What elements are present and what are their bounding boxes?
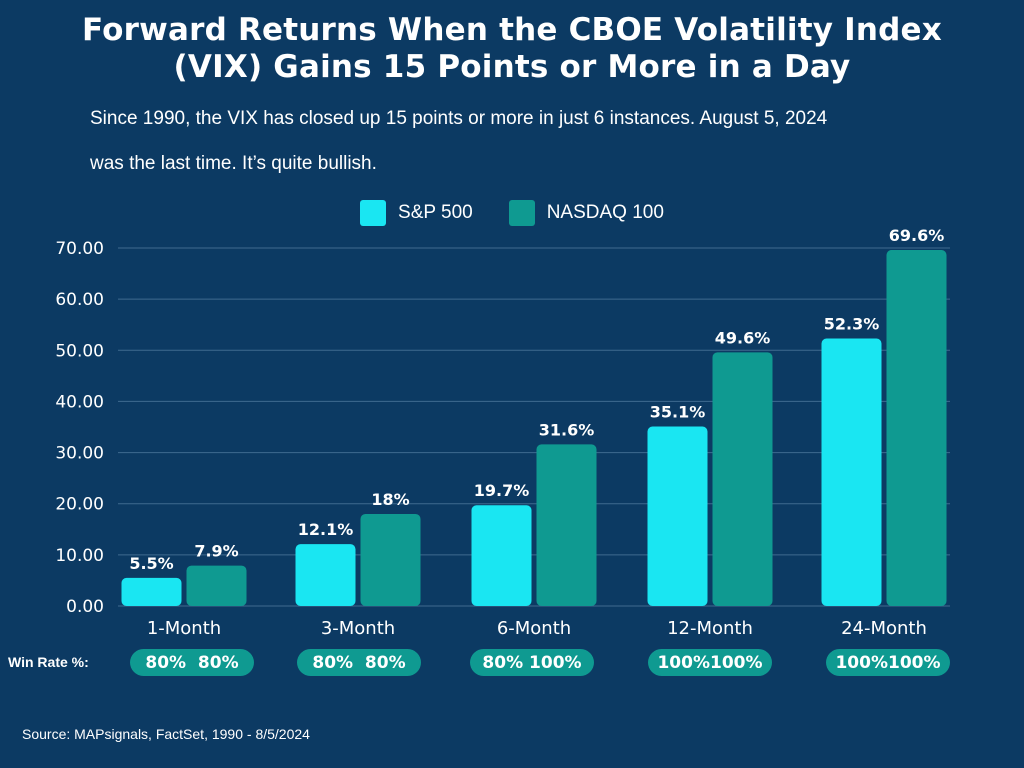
title-line-1: Forward Returns When the CBOE Volatility… [82,12,942,48]
bar-sp500 [821,338,882,606]
x-tick-label: 12-Month [667,618,753,639]
chart-subtitle: Since 1990, the VIX has closed up 15 poi… [90,96,940,186]
bar-nasdaq [186,565,247,606]
legend: S&P 500 NASDAQ 100 [0,200,1024,226]
legend-label-nasdaq: NASDAQ 100 [546,202,664,223]
subtitle-line-1: Since 1990, the VIX has closed up 15 poi… [90,108,828,129]
bar-nasdaq [360,513,421,606]
data-label: 19.7% [474,481,530,500]
y-tick-label: 10.00 [55,546,104,566]
chart-title: Forward Returns When the CBOE Volatility… [0,12,1024,86]
bar-nasdaq [886,250,947,606]
y-tick-label: 70.00 [55,239,104,259]
y-tick-label: 40.00 [55,392,104,412]
legend-swatch-nasdaq [508,200,535,226]
subtitle-line-2: was the last time. It’s quite bullish. [90,153,377,174]
bar-sp500 [121,577,182,606]
title-line-2: (VIX) Gains 15 Points or More in a Day [173,49,851,85]
source-note: Source: MAPsignals, FactSet, 1990 - 8/5/… [22,726,310,742]
bar-sp500 [295,544,356,606]
legend-swatch-sp500 [360,200,387,226]
win-rate-pill-1-month: 80% 80% [130,649,254,676]
bar-sp500 [471,505,532,606]
bar-sp500 [647,426,708,606]
win-rate-pill-3-month: 80% 80% [297,649,421,676]
x-tick-label: 1-Month [147,618,221,639]
y-tick-label: 50.00 [55,341,104,361]
data-label: 12.1% [298,520,354,539]
legend-label-sp500: S&P 500 [398,202,473,223]
data-label: 7.9% [194,542,238,561]
win-rate-pill-24-month: 100%100% [826,649,950,676]
y-tick-label: 0.00 [66,597,104,617]
x-tick-label: 3-Month [321,618,395,639]
y-tick-label: 30.00 [55,444,104,464]
legend-item-sp500: S&P 500 [360,200,473,226]
data-label: 49.6% [715,328,771,347]
data-label: 31.6% [539,420,595,439]
y-tick-label: 60.00 [55,290,104,310]
win-rate-pill-12-month: 100%100% [648,649,772,676]
win-rate-pill-6-month: 80% 100% [470,649,594,676]
data-label: 18% [371,490,409,509]
x-tick-label: 24-Month [841,618,927,639]
x-tick-label: 6-Month [497,618,571,639]
data-label: 35.1% [650,402,706,421]
win-rate-label: Win Rate %: [8,654,89,670]
data-label: 69.6% [889,226,945,245]
data-label: 5.5% [129,554,173,573]
data-label: 52.3% [824,315,880,334]
y-tick-label: 20.00 [55,495,104,515]
legend-item-nasdaq: NASDAQ 100 [508,200,664,226]
bar-nasdaq [712,352,773,606]
bar-nasdaq [536,444,597,606]
